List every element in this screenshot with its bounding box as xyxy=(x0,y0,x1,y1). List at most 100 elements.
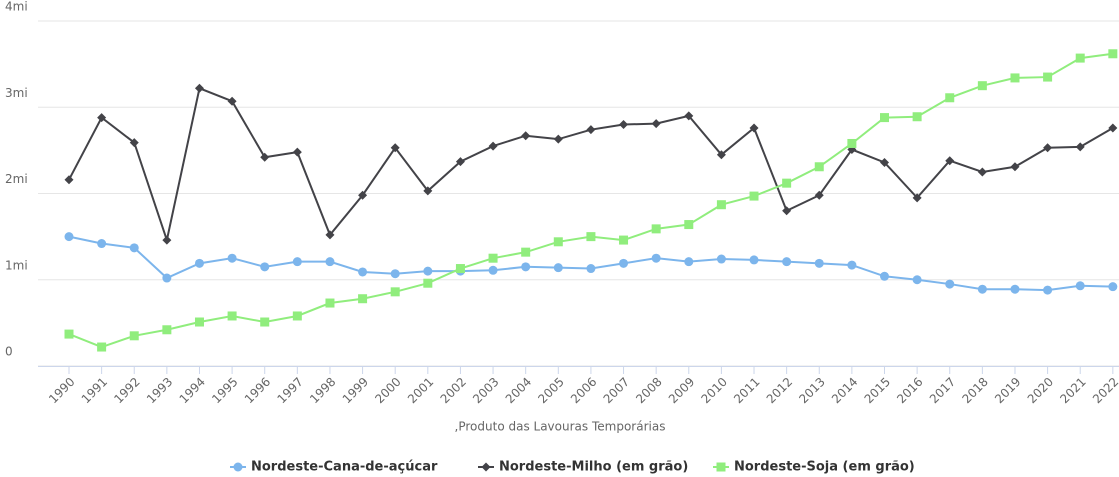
point xyxy=(455,264,465,274)
x-tick-label: 2021 xyxy=(1057,375,1088,406)
point xyxy=(945,279,955,289)
x-tick-label: 2001 xyxy=(405,375,436,406)
x-tick-label: 1997 xyxy=(274,375,305,406)
point xyxy=(1108,123,1118,133)
point xyxy=(227,311,237,321)
point xyxy=(1075,142,1085,152)
point xyxy=(749,255,759,265)
point xyxy=(1043,285,1053,295)
point xyxy=(97,342,107,352)
x-tick-label: 2008 xyxy=(633,375,664,406)
point xyxy=(488,141,498,151)
point xyxy=(162,325,172,335)
point xyxy=(716,254,726,264)
point xyxy=(64,175,74,185)
y-tick-label: 2mi xyxy=(5,172,28,186)
point xyxy=(847,260,857,270)
x-axis-title: ,Produto das Lavouras Temporárias xyxy=(455,420,666,434)
point xyxy=(488,253,498,263)
point xyxy=(651,253,661,263)
point xyxy=(488,265,498,275)
point xyxy=(749,191,759,201)
y-tick-label: 3mi xyxy=(5,86,28,100)
point xyxy=(651,119,661,129)
x-tick-label: 2004 xyxy=(503,375,534,406)
point xyxy=(521,247,531,257)
point xyxy=(358,294,368,304)
point xyxy=(586,125,596,135)
point xyxy=(553,263,563,273)
x-tick-label: 2019 xyxy=(992,375,1023,406)
point xyxy=(423,278,433,288)
point xyxy=(260,152,270,162)
x-tick-label: 2007 xyxy=(601,375,632,406)
x-tick-label: 1996 xyxy=(242,375,273,406)
point xyxy=(423,186,433,196)
point xyxy=(64,232,74,242)
point xyxy=(782,257,792,267)
y-tick-label: 0 xyxy=(5,345,13,359)
point xyxy=(521,131,531,141)
x-tick-label: 2011 xyxy=(731,375,762,406)
point xyxy=(97,113,107,123)
point xyxy=(782,206,792,216)
x-tick-label: 2018 xyxy=(959,375,990,406)
point xyxy=(260,262,270,272)
point xyxy=(619,258,629,268)
x-tick-label: 2012 xyxy=(764,375,795,406)
x-tick-label: 2005 xyxy=(535,375,566,406)
x-tick-label: 2009 xyxy=(666,375,697,406)
point xyxy=(651,224,661,234)
legend-label[interactable]: Nordeste-Cana-de-açúcar xyxy=(251,460,438,475)
point xyxy=(977,167,987,177)
point xyxy=(716,200,726,210)
x-tick-label: 1990 xyxy=(46,375,77,406)
point xyxy=(162,235,172,245)
x-tick-label: 2003 xyxy=(470,375,501,406)
y-tick-label: 1mi xyxy=(5,258,28,272)
x-tick-label: 1991 xyxy=(79,375,110,406)
point xyxy=(880,157,889,167)
point xyxy=(814,162,824,172)
point xyxy=(194,258,204,268)
point xyxy=(358,190,368,200)
x-tick-label: 2010 xyxy=(698,375,729,406)
point xyxy=(684,220,694,230)
point xyxy=(553,237,563,247)
point xyxy=(912,275,922,285)
point xyxy=(977,81,987,91)
point xyxy=(1075,53,1085,63)
point xyxy=(325,230,335,240)
point xyxy=(455,157,465,167)
x-tick-label: 2002 xyxy=(438,375,469,406)
point xyxy=(358,267,368,277)
x-tick-label: 2006 xyxy=(568,375,599,406)
series-line xyxy=(68,86,1114,244)
point xyxy=(97,239,107,249)
point xyxy=(880,271,889,281)
point xyxy=(619,120,629,129)
point xyxy=(481,462,491,472)
point xyxy=(292,147,302,157)
point xyxy=(749,123,759,133)
x-tick-label: 1999 xyxy=(340,375,371,406)
point xyxy=(716,462,726,472)
legend-label[interactable]: Nordeste-Milho (em grão) xyxy=(499,460,688,475)
point xyxy=(945,93,955,103)
point xyxy=(292,257,302,267)
x-tick-label: 1995 xyxy=(209,375,240,406)
point xyxy=(977,284,987,294)
x-tick-label: 1998 xyxy=(307,375,338,406)
point xyxy=(945,156,955,166)
point xyxy=(260,317,270,327)
point xyxy=(684,257,694,267)
point xyxy=(814,258,824,268)
point xyxy=(912,112,922,122)
point xyxy=(1010,162,1020,172)
point xyxy=(64,329,74,339)
point xyxy=(1043,143,1053,153)
point xyxy=(129,243,139,253)
legend-label[interactable]: Nordeste-Soja (em grão) xyxy=(734,460,915,475)
point xyxy=(129,138,139,148)
point xyxy=(390,269,400,279)
